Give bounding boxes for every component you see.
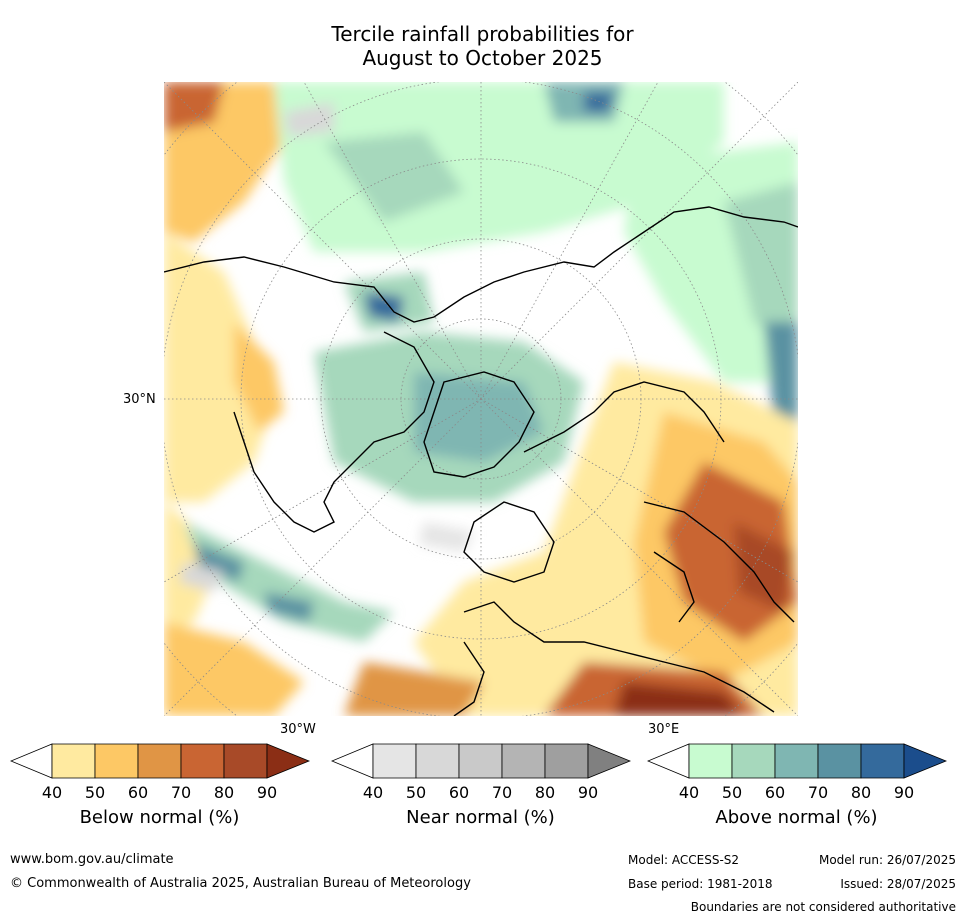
above-normal-tick-label: 90	[893, 783, 915, 802]
map-canvas	[164, 82, 798, 716]
near-normal-swatch-60	[458, 743, 503, 779]
coastlines	[164, 206, 798, 716]
above-normal-colorbar-title: Above normal (%)	[715, 807, 878, 828]
title-line-1: Tercile rainfall probabilities for	[331, 22, 634, 46]
footer-website: www.bom.gov.au/climate	[10, 852, 174, 867]
colorbar-below-normal: 40 50 60 70 80 90 Below normal (%)	[10, 743, 310, 833]
near-normal-swatch-40	[372, 743, 417, 779]
below-normal-swatch-40	[51, 743, 96, 779]
below-normal-tick-label: 90	[256, 783, 278, 802]
below-normal-tick-label: 60	[127, 783, 149, 802]
above-normal-swatch-40	[688, 743, 733, 779]
near-normal-swatch-upper-extend	[587, 743, 631, 779]
longitude-label-west: 30°W	[280, 722, 316, 737]
above-normal-swatch-50	[731, 743, 776, 779]
graticule	[164, 82, 798, 716]
below-normal-tick-label: 40	[41, 783, 63, 802]
near-normal-swatch-80	[544, 743, 589, 779]
longitude-label-east: 30°E	[648, 722, 680, 737]
title-line-2: August to October 2025	[362, 46, 603, 70]
above-normal-swatch-70	[817, 743, 862, 779]
near-normal-tick-label: 60	[448, 783, 470, 802]
colorbar-near-normal: 40 50 60 70 80 90 Near normal (%)	[331, 743, 631, 833]
below-normal-swatch-70	[180, 743, 225, 779]
footer-model-run: Model run: 26/07/2025	[818, 853, 956, 867]
latitude-label: 30°N	[123, 392, 156, 407]
above-normal-swatch-80	[860, 743, 905, 779]
below-normal-tick-label: 70	[170, 783, 192, 802]
above-normal-swatch-60	[774, 743, 819, 779]
above-normal-swatch-upper-extend	[903, 743, 947, 779]
above-normal-tick-label: 60	[764, 783, 786, 802]
below-normal-swatch-80	[223, 743, 268, 779]
footer-model: Model: ACCESS-S2	[628, 853, 740, 867]
near-normal-tick-label: 50	[405, 783, 427, 802]
near-normal-swatch-70	[501, 743, 546, 779]
near-normal-swatch-50	[415, 743, 460, 779]
above-normal-tick-label: 80	[850, 783, 872, 802]
colorbar-above-normal: 40 50 60 70 80 90 Above normal (%)	[647, 743, 947, 833]
below-normal-colorbar-swatches	[10, 743, 310, 779]
above-normal-tick-label: 40	[678, 783, 700, 802]
near-normal-tick-label: 90	[577, 783, 599, 802]
near-normal-tick-label: 40	[362, 783, 384, 802]
near-normal-tick-label: 80	[534, 783, 556, 802]
polar-rainfall-map	[164, 82, 798, 716]
above-normal-tick-label: 50	[721, 783, 743, 802]
footer-disclaimer: Boundaries are not considered authoritat…	[690, 900, 956, 914]
footer-issued: Issued: 28/07/2025	[840, 877, 956, 891]
below-normal-swatch-upper-extend	[266, 743, 310, 779]
footer-copyright: © Commonwealth of Australia 2025, Austra…	[10, 876, 471, 891]
probability-field	[164, 82, 798, 716]
below-normal-colorbar-title: Below normal (%)	[79, 807, 240, 828]
near-normal-colorbar-title: Near normal (%)	[406, 807, 555, 828]
above-normal-swatch-lower-extend	[647, 743, 690, 779]
below-normal-swatch-50	[94, 743, 139, 779]
below-normal-tick-label: 80	[213, 783, 235, 802]
below-normal-swatch-lower-extend	[10, 743, 53, 779]
near-normal-colorbar-swatches	[331, 743, 631, 779]
below-normal-swatch-60	[137, 743, 182, 779]
above-normal-tick-label: 70	[807, 783, 829, 802]
footer-base-period: Base period: 1981-2018	[628, 877, 773, 891]
near-normal-tick-label: 70	[491, 783, 513, 802]
near-normal-swatch-lower-extend	[331, 743, 374, 779]
map-title: Tercile rainfall probabilities for Augus…	[0, 22, 965, 70]
below-normal-tick-label: 50	[84, 783, 106, 802]
above-normal-colorbar-swatches	[647, 743, 947, 779]
